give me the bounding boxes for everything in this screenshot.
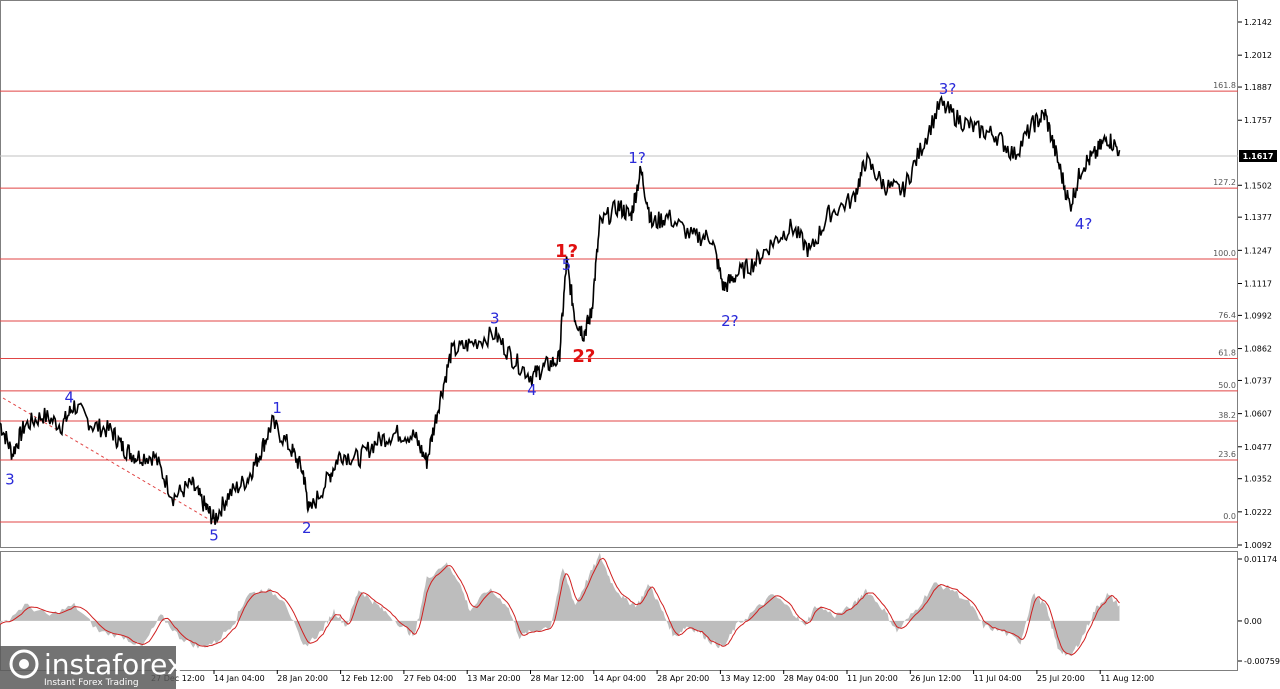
- fib-label-5: 50.0: [1218, 381, 1236, 390]
- y-tick-label-15: 1.0092: [1244, 541, 1272, 550]
- y-tick-label-10: 1.0737: [1244, 376, 1272, 385]
- y-tick-label-2: 1.1887: [1244, 83, 1272, 92]
- wave-label-2: 5: [209, 526, 219, 544]
- wave-label-13: 4?: [1075, 215, 1093, 233]
- last-price-box: [1239, 150, 1277, 162]
- fib-label-4: 61.8: [1218, 349, 1236, 358]
- x-tick-label-0: 14 Jan 04:00: [214, 674, 265, 683]
- y-tick-label-14: 1.0222: [1244, 508, 1272, 517]
- fib-label-6: 38.2: [1218, 411, 1236, 420]
- x-tick-label-6: 14 Apr 04:00: [594, 674, 646, 683]
- ind-tick-label-2: -0.00759: [1244, 657, 1280, 666]
- y-tick-label-6: 1.1247: [1244, 246, 1272, 255]
- time-axis: 14 Jan 04:00 28 Jan 20:00 12 Feb 12:00 27 F…: [151, 670, 1154, 683]
- x-tick-label-1: 28 Jan 20:00: [277, 674, 328, 683]
- wave-label-3: 1: [272, 399, 282, 417]
- y-tick-label-11: 1.0607: [1244, 410, 1272, 419]
- wave-label-7: 5: [562, 256, 572, 274]
- x-tick-label-partial: 27 Dec 12:00: [151, 674, 205, 683]
- x-tick-label-5: 28 Mar 12:00: [531, 674, 584, 683]
- wave-label-1: 4: [64, 389, 74, 407]
- brand-logo: instaforex Instant Forex Trading: [0, 646, 183, 689]
- price-series: [0, 94, 1121, 525]
- x-tick-label-14: 11 Aug 12:00: [1100, 674, 1154, 683]
- y-tick-label-9: 1.0862: [1244, 345, 1272, 354]
- x-tick-label-11: 26 Jun 12:00: [910, 674, 961, 683]
- x-tick-label-4: 13 Mar 20:00: [467, 674, 520, 683]
- oscillator-series: [0, 552, 1120, 656]
- x-tick-label-13: 25 Jul 20:00: [1037, 674, 1085, 683]
- fib-label-0: 161.8: [1213, 81, 1236, 90]
- wave-label-8: 1?: [555, 241, 578, 262]
- wave-label-9: 2?: [572, 346, 595, 367]
- y-tick-label-8: 1.0992: [1244, 311, 1272, 320]
- logo-tagline: Instant Forex Trading: [44, 678, 139, 688]
- wave-label-10: 1?: [628, 149, 646, 167]
- x-tick-label-9: 28 May 04:00: [784, 674, 839, 683]
- oscillator-signal-line: [0, 557, 1120, 656]
- wave-label-4: 2: [302, 519, 312, 537]
- last-price-marker: 1.1617: [1239, 150, 1277, 162]
- y-tick-label-12: 1.0477: [1244, 443, 1272, 452]
- x-tick-label-7: 28 Apr 20:00: [657, 674, 709, 683]
- x-tick-label-10: 11 Jun 20:00: [847, 674, 898, 683]
- x-tick-label-2: 12 Feb 12:00: [341, 674, 393, 683]
- ind-tick-label-1: 0.00: [1244, 617, 1262, 626]
- fibonacci-levels: 161.8 127.2 100.0 76.4 61.8 50.0 38.2 23.6 0.0: [0, 81, 1238, 523]
- last-price-label: 1.1617: [1243, 152, 1274, 161]
- price-panel-frame: [0, 0, 1238, 548]
- wave-label-5: 3: [490, 310, 500, 328]
- x-tick-label-8: 13 May 12:00: [720, 674, 775, 683]
- fib-label-2: 100.0: [1213, 249, 1236, 258]
- price-axis: 1.2142 1.2012 1.1887 1.1757 1.1502 1.1377 1.12…: [1238, 18, 1272, 550]
- indicator-panel-frame: [0, 551, 1238, 671]
- y-tick-label-0: 1.2142: [1244, 18, 1272, 27]
- wave-label-6: 4: [527, 381, 537, 399]
- logo-wordmark: instaforex: [44, 648, 183, 681]
- y-tick-label-4: 1.1502: [1244, 181, 1272, 190]
- wave-label-0: 3: [5, 470, 15, 488]
- y-tick-label-1: 1.2012: [1244, 51, 1272, 60]
- x-tick-label-3: 27 Feb 04:00: [404, 674, 456, 683]
- fib-label-1: 127.2: [1213, 178, 1236, 187]
- price-line: [0, 94, 1121, 525]
- ind-tick-label-0: 0.01174: [1244, 555, 1277, 564]
- y-tick-label-5: 1.1377: [1244, 213, 1272, 222]
- y-tick-label-3: 1.1757: [1244, 116, 1272, 125]
- y-tick-label-7: 1.1117: [1244, 280, 1272, 289]
- trend-dashed-line: [2, 397, 211, 521]
- oscillator-histogram: [0, 552, 1120, 656]
- fib-label-3: 76.4: [1218, 311, 1236, 320]
- x-tick-label-12: 11 Jul 04:00: [974, 674, 1022, 683]
- oscillator-axis: 0.01174 0.00 -0.00759: [1238, 555, 1280, 666]
- fib-label-7: 23.6: [1218, 450, 1236, 459]
- wave-label-12: 3?: [939, 80, 957, 98]
- logo-gear-hub: [19, 659, 29, 669]
- wave-label-11: 2?: [721, 312, 739, 330]
- y-tick-label-13: 1.0352: [1244, 475, 1272, 484]
- fib-label-8: 0.0: [1223, 512, 1236, 521]
- logo-gear-icon: [9, 649, 39, 679]
